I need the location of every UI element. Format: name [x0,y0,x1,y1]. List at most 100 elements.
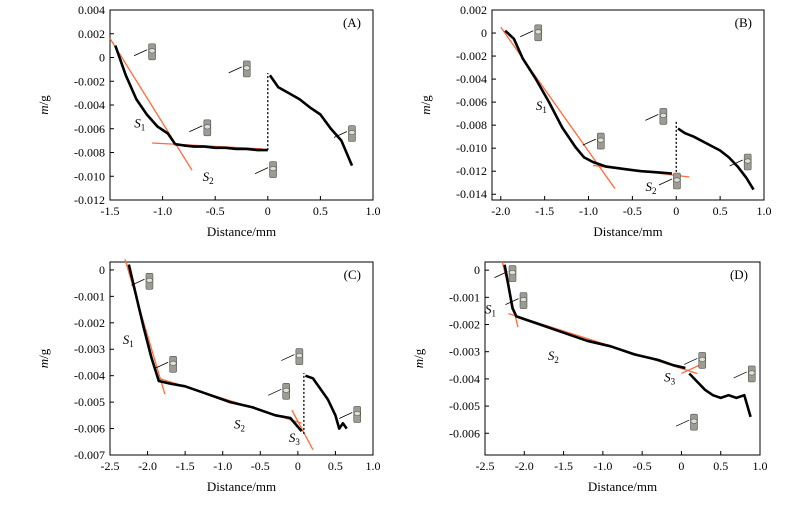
x-tick-label: -0.5 [623,204,642,218]
panel-a: -1.5 -1.0 -0.5 0 0.5 1.0 -0.012 -0.010 -0.008 -0.… [36,3,381,239]
probe-tip-icon [282,383,291,400]
x-tick-label: -2.0 [138,459,157,473]
leader-arrow [339,412,353,419]
y-tick-label: -0.012 [74,193,105,207]
leader-arrow [684,358,698,365]
probe-tip-icon [295,348,304,365]
x-tick-label: 1.0 [757,204,772,218]
probe-tip-icon [269,161,277,178]
x-axis-label: Distance/mm [593,224,662,239]
probe-tip-icon [519,292,528,309]
probe-tip-icon [690,413,698,431]
plot-frame [109,9,374,201]
x-tick-label: 0 [295,459,301,473]
x-tick-label: -0.5 [633,459,652,473]
y-tick-label: -0.008 [74,146,105,160]
y-tick-label: 0 [481,26,487,40]
segment-label-s1: S1 [134,116,145,133]
y-tick-label: -0.004 [74,369,105,383]
leader-arrow [520,30,534,38]
series-pre-contact [127,264,303,433]
x-tick-label: -0.5 [206,204,225,218]
probe-tip-icon [169,355,177,373]
y-tick-label: 0 [99,51,105,65]
series-pre-contact [504,29,673,175]
segment-label-s2: S2 [234,417,245,434]
segment-label-s2: S2 [646,179,657,196]
leader-arrow [675,419,690,427]
leader-arrow [494,271,508,278]
y-tick-label: 0.002 [78,27,105,41]
y-tick-label: -0.006 [449,426,480,440]
x-axis-label: Distance/mm [207,224,276,239]
leader-arrow [228,66,242,74]
x-tick-label: -1.5 [554,459,573,473]
x-tick-label: 0 [265,204,271,218]
probe-tip-icon [348,125,356,142]
plot-frame [484,261,761,456]
x-tick-label: -1.0 [213,459,232,473]
y-tick-label: -0.014 [456,187,487,201]
fit-line-s1 [109,38,193,171]
y-tick-label: -0.010 [456,141,487,155]
series-after-contact [677,127,755,191]
y-tick-label: -0.006 [74,122,105,136]
panel-tag: (D) [730,267,748,282]
probe-tip-icon [534,24,543,42]
y-tick-label: -0.006 [456,95,487,109]
probe-tip-icon [747,365,756,383]
probe-tip-icon [203,119,212,137]
leader-arrow [733,371,747,379]
fit-line-s3 [291,409,314,451]
leader-arrow [154,361,169,369]
series-after-contact [688,372,752,418]
segment-label-s1: S1 [123,332,134,349]
x-tick-label: 1.0 [366,459,381,473]
segment-label-s1: S1 [536,98,547,115]
leader-arrow [131,278,145,286]
x-tick-label: -1.0 [593,459,612,473]
x-tick-label: -2.5 [476,459,495,473]
y-tick-label: 0.004 [78,3,105,17]
y-tick-label: -0.005 [74,395,105,409]
x-tick-label: 0 [673,204,679,218]
panel-d: -2.5 -2.0 -1.5 -1.0 -0.5 0 0.5 1.0 -0.006 -0.005 -… [411,261,768,494]
y-tick-label: -0.003 [449,345,480,359]
y-tick-label: -0.001 [449,290,480,304]
x-tick-label: 0.5 [313,204,328,218]
probe-tip-icon [673,172,681,190]
segment-label-s2: S2 [548,348,559,365]
probe-tip-icon [743,153,752,171]
x-tick-label: 0.5 [713,459,728,473]
leader-arrow [505,298,519,305]
y-tick-label: -0.012 [456,164,487,178]
y-tick-label: -0.004 [456,72,487,86]
x-tick-label: 0.5 [328,459,343,473]
x-tick-label: -1.5 [176,459,195,473]
y-axis-label: m/g [418,95,433,115]
x-tick-label: 1.0 [366,204,381,218]
y-tick-label: -0.007 [74,448,105,462]
x-tick-label: -1.0 [579,204,598,218]
probe-tip-icon [353,406,362,423]
y-axis-label: m/g [36,348,51,368]
y-tick-label: -0.005 [449,399,480,413]
probe-tip-icon [145,272,154,290]
x-tick-label: 0.5 [713,204,728,218]
series-after-contact [268,74,354,167]
y-tick-label: -0.004 [74,98,105,112]
leader-arrow [254,167,269,174]
series-after-contact [304,374,348,430]
x-tick-label: -2.0 [491,204,510,218]
probe-tip-icon [148,43,156,61]
series-pre-contact [503,264,686,370]
y-tick-label: -0.002 [449,318,480,332]
x-axis-label: Distance/mm [207,479,276,494]
leader-arrow [281,354,295,361]
probe-tip-icon [242,60,251,78]
x-tick-label: -1.5 [101,204,120,218]
y-tick-label: -0.002 [456,49,487,63]
x-axis-label: Distance/mm [588,479,657,494]
x-tick-label: -1.0 [153,204,172,218]
